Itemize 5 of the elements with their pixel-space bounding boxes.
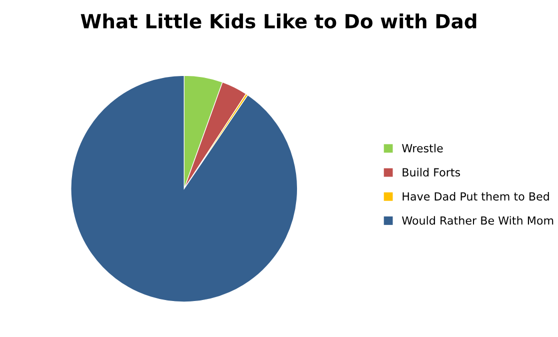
legend-label: Wrestle (402, 144, 443, 152)
legend-label: Would Rather Be With Mom (402, 216, 554, 225)
chart-title: What Little Kids Like to Do with Dad (80, 13, 476, 29)
legend-label: Have Dad Put them to Bed (402, 192, 549, 201)
legend-label: Build Forts (402, 168, 460, 177)
